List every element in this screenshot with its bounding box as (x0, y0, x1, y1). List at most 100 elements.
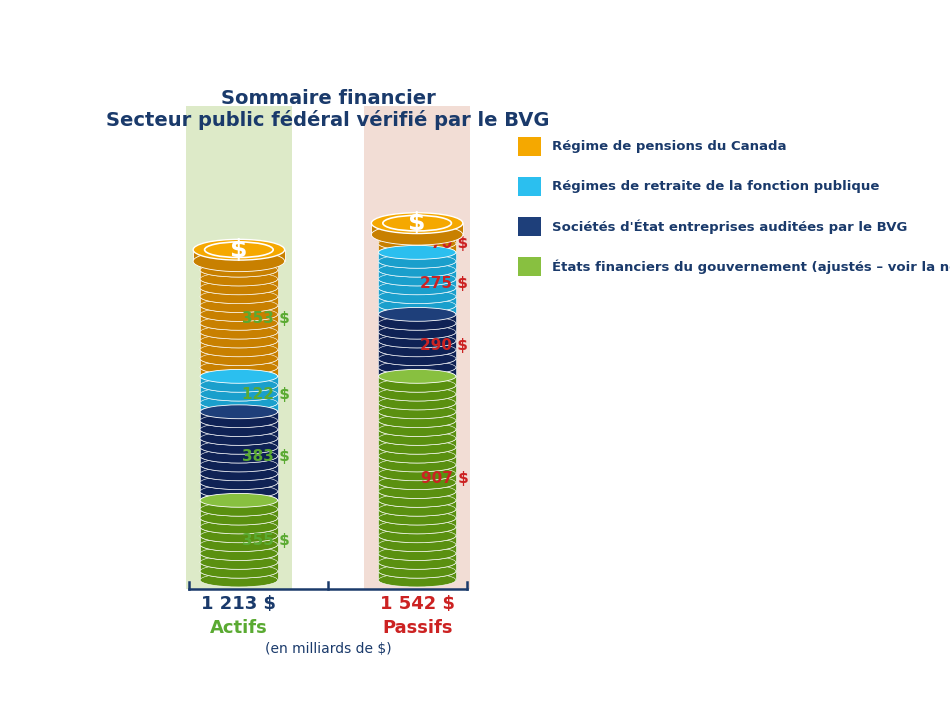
Ellipse shape (378, 441, 456, 454)
Ellipse shape (378, 246, 456, 259)
Ellipse shape (378, 361, 456, 374)
Ellipse shape (200, 493, 277, 507)
Text: Actifs: Actifs (210, 618, 268, 636)
Ellipse shape (378, 325, 456, 339)
Ellipse shape (371, 224, 463, 245)
Ellipse shape (200, 308, 277, 321)
Ellipse shape (378, 538, 456, 551)
Ellipse shape (378, 511, 456, 525)
Text: 290 $: 290 $ (421, 338, 468, 353)
Ellipse shape (200, 405, 277, 418)
Polygon shape (200, 403, 277, 412)
Polygon shape (200, 368, 277, 376)
Ellipse shape (378, 236, 456, 251)
Ellipse shape (200, 564, 277, 578)
Polygon shape (378, 350, 456, 358)
Ellipse shape (378, 316, 456, 330)
Ellipse shape (378, 272, 456, 286)
Ellipse shape (200, 263, 277, 277)
Polygon shape (378, 438, 456, 447)
Ellipse shape (200, 458, 277, 472)
Ellipse shape (200, 361, 277, 374)
Bar (518, 177, 541, 196)
Polygon shape (200, 421, 277, 430)
Bar (365, 106, 470, 589)
Polygon shape (200, 358, 277, 368)
Ellipse shape (378, 396, 456, 410)
Ellipse shape (378, 387, 456, 401)
Ellipse shape (378, 352, 456, 366)
Ellipse shape (371, 213, 463, 233)
Ellipse shape (200, 272, 277, 286)
Ellipse shape (200, 467, 277, 481)
Ellipse shape (378, 502, 456, 516)
Polygon shape (200, 518, 277, 527)
Polygon shape (200, 341, 277, 350)
Ellipse shape (200, 361, 277, 374)
Polygon shape (193, 250, 285, 261)
Bar (186, 106, 292, 589)
Ellipse shape (378, 246, 456, 259)
Ellipse shape (200, 441, 277, 454)
Ellipse shape (200, 520, 277, 534)
Ellipse shape (378, 236, 456, 251)
Ellipse shape (378, 449, 456, 463)
Polygon shape (200, 536, 277, 545)
Polygon shape (200, 288, 277, 296)
Polygon shape (378, 368, 456, 376)
Ellipse shape (200, 290, 277, 303)
Ellipse shape (378, 546, 456, 560)
Ellipse shape (200, 352, 277, 366)
Ellipse shape (200, 378, 277, 392)
Polygon shape (378, 421, 456, 430)
Text: Passifs: Passifs (382, 618, 452, 636)
Ellipse shape (200, 476, 277, 490)
Ellipse shape (200, 308, 277, 321)
Ellipse shape (378, 396, 456, 410)
Ellipse shape (378, 449, 456, 463)
Ellipse shape (378, 387, 456, 401)
Ellipse shape (200, 555, 277, 569)
Ellipse shape (200, 538, 277, 551)
Ellipse shape (378, 423, 456, 436)
Text: 907 $: 907 $ (421, 471, 468, 486)
Polygon shape (378, 536, 456, 545)
Ellipse shape (378, 405, 456, 418)
Polygon shape (378, 456, 456, 465)
Polygon shape (378, 279, 456, 288)
Ellipse shape (200, 485, 277, 498)
Bar (518, 137, 541, 156)
Ellipse shape (200, 272, 277, 286)
Ellipse shape (378, 254, 456, 268)
Text: Secteur public fédéral vérifié par le BVG: Secteur public fédéral vérifié par le BV… (106, 111, 550, 131)
Text: 1 213 $: 1 213 $ (201, 595, 276, 613)
Ellipse shape (200, 476, 277, 490)
Ellipse shape (378, 458, 456, 472)
Ellipse shape (378, 263, 456, 277)
Text: Régimes de retraite de la fonction publique: Régimes de retraite de la fonction publi… (552, 180, 880, 193)
Polygon shape (378, 571, 456, 580)
Text: $: $ (408, 211, 426, 235)
Ellipse shape (378, 520, 456, 534)
Polygon shape (378, 412, 456, 421)
Ellipse shape (378, 369, 456, 383)
Polygon shape (200, 563, 277, 571)
Ellipse shape (200, 529, 277, 543)
Ellipse shape (378, 361, 456, 374)
Ellipse shape (200, 325, 277, 339)
Ellipse shape (378, 493, 456, 507)
Polygon shape (200, 527, 277, 536)
Polygon shape (378, 518, 456, 527)
Ellipse shape (193, 251, 285, 271)
Ellipse shape (378, 423, 456, 436)
Polygon shape (200, 386, 277, 394)
Polygon shape (200, 279, 277, 288)
Ellipse shape (200, 316, 277, 330)
Text: (en milliards de $): (en milliards de $) (265, 642, 391, 655)
Ellipse shape (200, 546, 277, 560)
Ellipse shape (378, 325, 456, 339)
Ellipse shape (200, 413, 277, 428)
Ellipse shape (378, 467, 456, 481)
Polygon shape (378, 491, 456, 501)
Polygon shape (200, 261, 277, 270)
